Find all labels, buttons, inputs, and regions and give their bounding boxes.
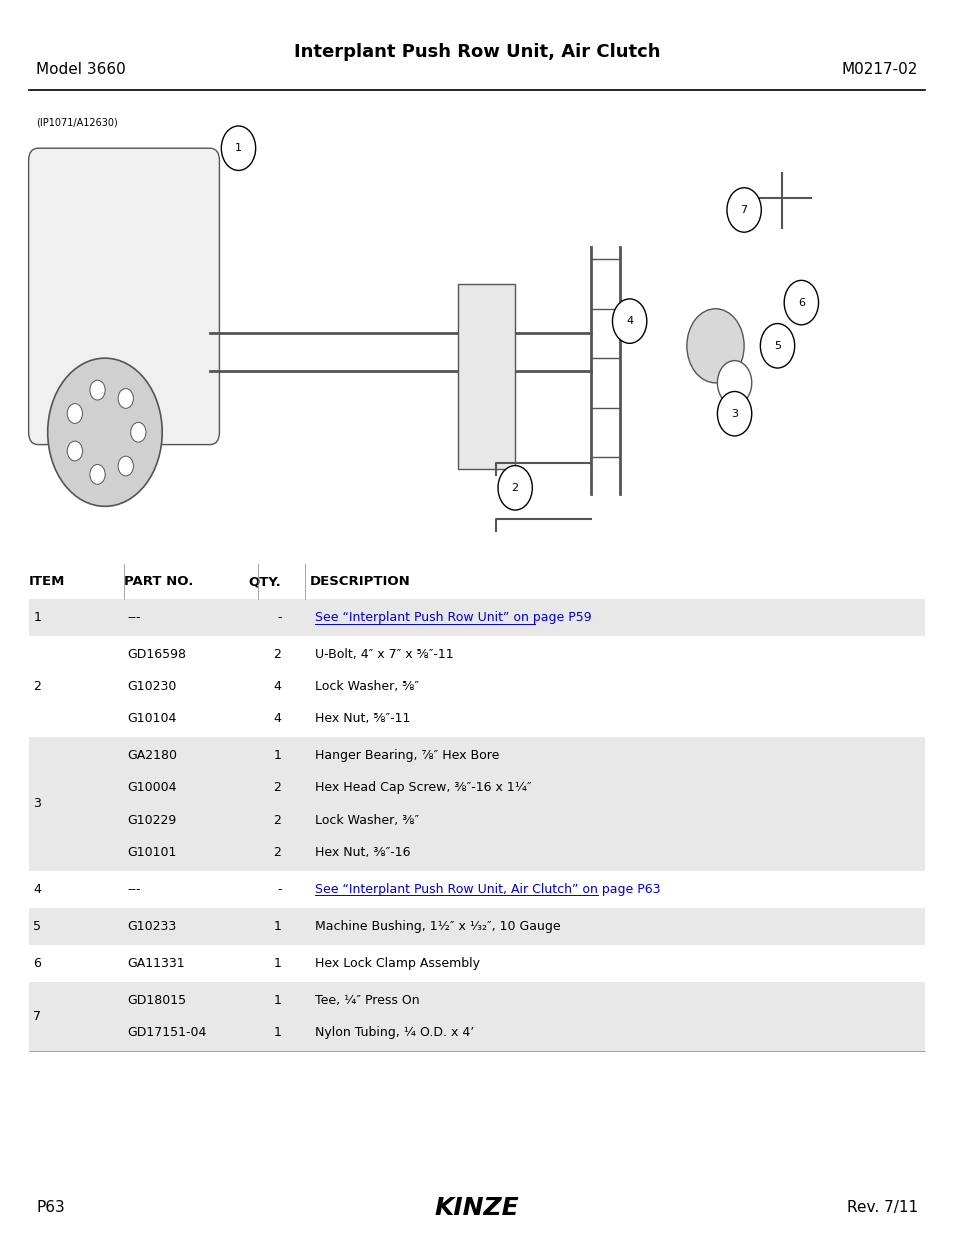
Text: 3: 3 [33, 798, 41, 810]
Circle shape [48, 358, 162, 506]
Text: 4: 4 [274, 713, 281, 725]
Circle shape [612, 299, 646, 343]
Text: Lock Washer, ⅝″: Lock Washer, ⅝″ [314, 680, 418, 693]
FancyBboxPatch shape [457, 284, 515, 469]
Text: Model 3660: Model 3660 [36, 62, 126, 77]
FancyBboxPatch shape [29, 111, 924, 550]
Text: Interplant Push Row Unit, Air Clutch: Interplant Push Row Unit, Air Clutch [294, 43, 659, 61]
Text: -: - [276, 883, 281, 895]
FancyBboxPatch shape [29, 148, 219, 445]
Text: 1: 1 [33, 611, 41, 624]
Text: 2: 2 [274, 846, 281, 858]
Text: 4: 4 [274, 680, 281, 693]
Text: Hex Nut, ⅜″-16: Hex Nut, ⅜″-16 [314, 846, 410, 858]
FancyBboxPatch shape [29, 636, 924, 737]
Text: Hex Nut, ⅝″-11: Hex Nut, ⅝″-11 [314, 713, 410, 725]
FancyBboxPatch shape [29, 945, 924, 982]
Text: GA2180: GA2180 [127, 750, 176, 762]
Text: See “Interplant Push Row Unit, Air Clutch” on page P63: See “Interplant Push Row Unit, Air Clutc… [314, 883, 659, 895]
Text: ---: --- [127, 611, 140, 624]
FancyBboxPatch shape [29, 564, 924, 599]
Text: Lock Washer, ⅜″: Lock Washer, ⅜″ [314, 814, 418, 826]
Text: 1: 1 [274, 957, 281, 969]
Circle shape [67, 441, 82, 461]
Circle shape [90, 464, 105, 484]
Text: Hanger Bearing, ⅞″ Hex Bore: Hanger Bearing, ⅞″ Hex Bore [314, 750, 498, 762]
Text: 5: 5 [33, 920, 41, 932]
FancyBboxPatch shape [29, 599, 924, 636]
Text: 6: 6 [797, 298, 804, 308]
Text: Rev. 7/11: Rev. 7/11 [845, 1200, 917, 1215]
FancyBboxPatch shape [29, 737, 924, 871]
Text: 2: 2 [274, 814, 281, 826]
Text: 1: 1 [274, 750, 281, 762]
Text: 2: 2 [511, 483, 518, 493]
Text: Hex Lock Clamp Assembly: Hex Lock Clamp Assembly [314, 957, 479, 969]
Circle shape [90, 380, 105, 400]
FancyBboxPatch shape [29, 982, 924, 1051]
Circle shape [783, 280, 818, 325]
Text: GD16598: GD16598 [127, 648, 186, 661]
Circle shape [118, 456, 133, 475]
Circle shape [118, 389, 133, 409]
Text: ITEM: ITEM [29, 576, 65, 588]
Text: G10004: G10004 [127, 782, 176, 794]
Text: 2: 2 [274, 782, 281, 794]
Text: P63: P63 [36, 1200, 65, 1215]
Text: QTY.: QTY. [249, 576, 281, 588]
Text: G10229: G10229 [127, 814, 176, 826]
Circle shape [67, 404, 82, 424]
Text: 6: 6 [33, 957, 41, 969]
Text: 2: 2 [274, 648, 281, 661]
Circle shape [221, 126, 255, 170]
Text: G10233: G10233 [127, 920, 176, 932]
Text: Hex Head Cap Screw, ⅜″-16 x 1¼″: Hex Head Cap Screw, ⅜″-16 x 1¼″ [314, 782, 531, 794]
Circle shape [686, 309, 743, 383]
Text: 4: 4 [33, 883, 41, 895]
Text: 1: 1 [274, 994, 281, 1007]
Circle shape [726, 188, 760, 232]
Text: G10101: G10101 [127, 846, 176, 858]
Text: 7: 7 [33, 1010, 41, 1023]
Text: M0217-02: M0217-02 [841, 62, 917, 77]
Text: 1: 1 [274, 1026, 281, 1039]
FancyBboxPatch shape [29, 908, 924, 945]
Text: Tee, ¼″ Press On: Tee, ¼″ Press On [314, 994, 419, 1007]
Text: KINZE: KINZE [435, 1195, 518, 1220]
FancyBboxPatch shape [29, 871, 924, 908]
Text: -: - [276, 611, 281, 624]
Text: 2: 2 [33, 680, 41, 693]
Text: DESCRIPTION: DESCRIPTION [310, 576, 411, 588]
Text: GA11331: GA11331 [127, 957, 184, 969]
Text: U-Bolt, 4″ x 7″ x ⅝″-11: U-Bolt, 4″ x 7″ x ⅝″-11 [314, 648, 453, 661]
Text: 1: 1 [234, 143, 242, 153]
Text: 7: 7 [740, 205, 747, 215]
Circle shape [717, 391, 751, 436]
Text: ---: --- [127, 883, 140, 895]
Text: 5: 5 [773, 341, 781, 351]
Text: Nylon Tubing, ¼ O.D. x 4’: Nylon Tubing, ¼ O.D. x 4’ [314, 1026, 474, 1039]
Text: G10104: G10104 [127, 713, 176, 725]
Text: 3: 3 [730, 409, 738, 419]
Text: Machine Bushing, 1½″ x ¹⁄₃₂″, 10 Gauge: Machine Bushing, 1½″ x ¹⁄₃₂″, 10 Gauge [314, 920, 559, 932]
Circle shape [760, 324, 794, 368]
Circle shape [717, 361, 751, 405]
Text: 4: 4 [625, 316, 633, 326]
Circle shape [497, 466, 532, 510]
Text: GD18015: GD18015 [127, 994, 186, 1007]
Text: (IP1071/A12630): (IP1071/A12630) [36, 117, 118, 127]
Text: See “Interplant Push Row Unit” on page P59: See “Interplant Push Row Unit” on page P… [314, 611, 591, 624]
Text: G10230: G10230 [127, 680, 176, 693]
Circle shape [131, 422, 146, 442]
Text: PART NO.: PART NO. [124, 576, 193, 588]
Text: 1: 1 [274, 920, 281, 932]
Text: GD17151-04: GD17151-04 [127, 1026, 206, 1039]
